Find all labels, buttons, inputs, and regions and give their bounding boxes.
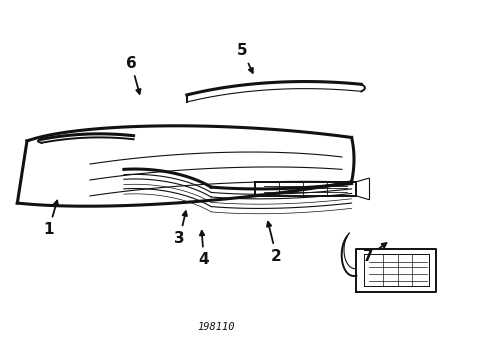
Text: 6: 6 [126, 55, 141, 94]
Text: 5: 5 [237, 43, 253, 73]
Text: 1: 1 [44, 201, 58, 237]
Text: 2: 2 [267, 222, 282, 264]
Text: 4: 4 [198, 231, 209, 267]
Text: 3: 3 [174, 211, 187, 246]
Text: 198110: 198110 [197, 323, 235, 332]
Text: 7: 7 [363, 243, 387, 264]
